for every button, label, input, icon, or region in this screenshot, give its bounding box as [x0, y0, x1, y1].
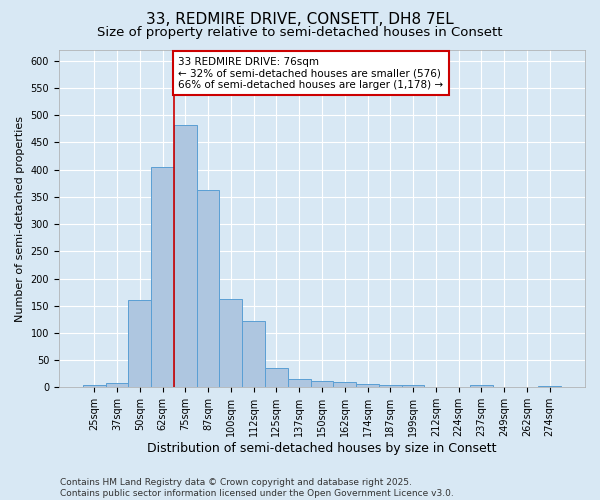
Bar	[401, 385, 424, 388]
Bar	[220, 298, 242, 388]
Bar	[288, 379, 311, 388]
Bar	[265, 368, 288, 388]
Text: Contains HM Land Registry data © Crown copyright and database right 2025.
Contai: Contains HM Land Registry data © Crown c…	[60, 478, 454, 498]
Bar	[311, 382, 334, 388]
Bar	[197, 190, 220, 388]
Bar	[128, 300, 151, 388]
Bar	[493, 387, 515, 388]
Bar	[174, 124, 197, 388]
Text: Size of property relative to semi-detached houses in Consett: Size of property relative to semi-detach…	[97, 26, 503, 39]
Text: 33, REDMIRE DRIVE, CONSETT, DH8 7EL: 33, REDMIRE DRIVE, CONSETT, DH8 7EL	[146, 12, 454, 28]
Bar	[106, 383, 128, 388]
Text: 33 REDMIRE DRIVE: 76sqm
← 32% of semi-detached houses are smaller (576)
66% of s: 33 REDMIRE DRIVE: 76sqm ← 32% of semi-de…	[178, 56, 443, 90]
Bar	[447, 387, 470, 388]
Bar	[83, 385, 106, 388]
Bar	[424, 387, 447, 388]
Bar	[334, 382, 356, 388]
Bar	[470, 384, 493, 388]
Bar	[379, 385, 401, 388]
Bar	[515, 387, 538, 388]
Bar	[538, 386, 561, 388]
Bar	[151, 167, 174, 388]
Bar	[356, 384, 379, 388]
Y-axis label: Number of semi-detached properties: Number of semi-detached properties	[15, 116, 25, 322]
X-axis label: Distribution of semi-detached houses by size in Consett: Distribution of semi-detached houses by …	[147, 442, 497, 455]
Bar	[242, 321, 265, 388]
